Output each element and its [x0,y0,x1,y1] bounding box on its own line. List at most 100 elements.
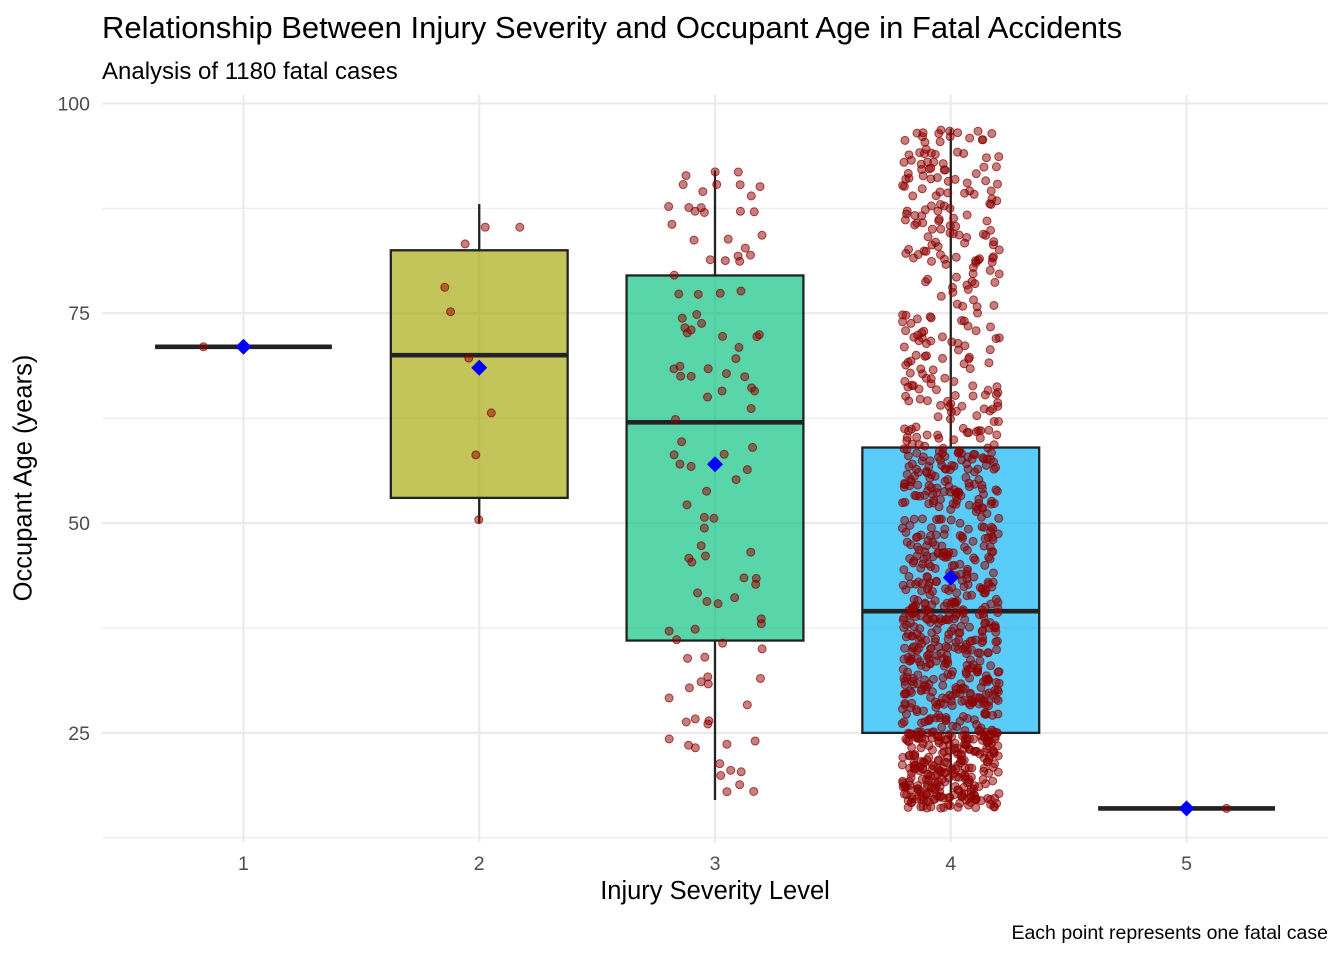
data-point [721,369,731,379]
data-point [924,164,934,174]
data-point [911,422,921,432]
data-point [922,351,932,361]
data-point [746,191,756,201]
data-point [912,128,922,138]
data-point [923,274,933,284]
data-point [700,551,710,561]
data-point [689,235,699,245]
data-point [993,401,1003,411]
data-point [717,386,727,396]
data-point [907,742,917,752]
data-point [958,731,968,741]
data-point [742,465,752,475]
data-point [922,466,932,476]
data-point [904,244,914,254]
data-point [900,135,910,145]
data-point [740,243,750,253]
x-tick-label: 1 [238,853,249,875]
data-point [746,547,756,557]
data-point [964,500,974,510]
data-point [980,534,990,544]
data-point [682,500,692,510]
data-point [949,376,959,386]
data-point [913,670,923,680]
data-point [992,179,1002,189]
data-point [926,336,936,346]
data-point [989,440,999,450]
data-point [968,381,978,391]
data-point [920,441,930,451]
data-point [914,643,924,653]
data-point [992,636,1002,646]
data-point [941,713,951,723]
data-point [967,763,977,773]
data-point [985,345,995,355]
data-point [664,734,674,744]
data-point [955,628,965,638]
data-point [918,801,928,811]
data-point [949,485,959,495]
data-point [899,565,909,575]
data-point [950,738,960,748]
y-tick-label: 50 [68,513,90,535]
data-point [980,732,990,742]
data-point [693,289,703,299]
data-point [664,626,674,636]
data-point [951,272,961,282]
data-point [963,284,973,294]
data-point [950,391,960,401]
data-point [720,256,730,266]
y-tick-label: 25 [68,723,90,745]
data-point [198,342,208,352]
data-point [988,240,998,250]
data-point [922,396,932,406]
data-point [899,717,909,727]
data-point [927,256,937,266]
data-point [749,207,759,217]
data-point [751,573,761,583]
mean-marker [235,338,252,355]
data-point [973,126,983,136]
data-point [919,326,929,336]
data-point [726,765,736,775]
data-point [927,628,937,638]
data-point [903,382,913,392]
data-point [979,162,989,172]
data-point [970,279,980,289]
mean-markers [235,338,1195,817]
data-point [964,793,974,803]
data-point [937,332,947,342]
data-point [976,426,986,436]
axis-ticks: 25 50 75 100 1 2 3 4 5 [57,93,1192,875]
data-point [960,188,970,198]
data-point [916,563,926,573]
data-point [989,300,999,310]
data-point [955,518,965,528]
data-point [933,430,943,440]
data-point [951,406,961,416]
data-point [966,695,976,705]
data-point [953,338,963,348]
data-point [965,364,975,374]
data-point [955,531,965,541]
data-point [902,206,912,216]
data-point [984,358,994,368]
data-point [947,460,957,470]
data-point [970,555,980,565]
data-point [959,782,969,792]
data-point [912,314,922,324]
data-point [897,523,907,533]
data-point [962,210,972,220]
data-point [907,439,917,449]
data-point [968,269,978,279]
data-point [1222,803,1232,813]
data-point [975,433,985,443]
data-point [930,540,940,550]
y-tick-label: 75 [68,303,90,325]
data-point [968,536,978,546]
data-point [911,350,921,360]
data-point [446,307,456,317]
data-point [960,743,970,753]
data-point [982,216,992,226]
data-point [677,313,687,323]
